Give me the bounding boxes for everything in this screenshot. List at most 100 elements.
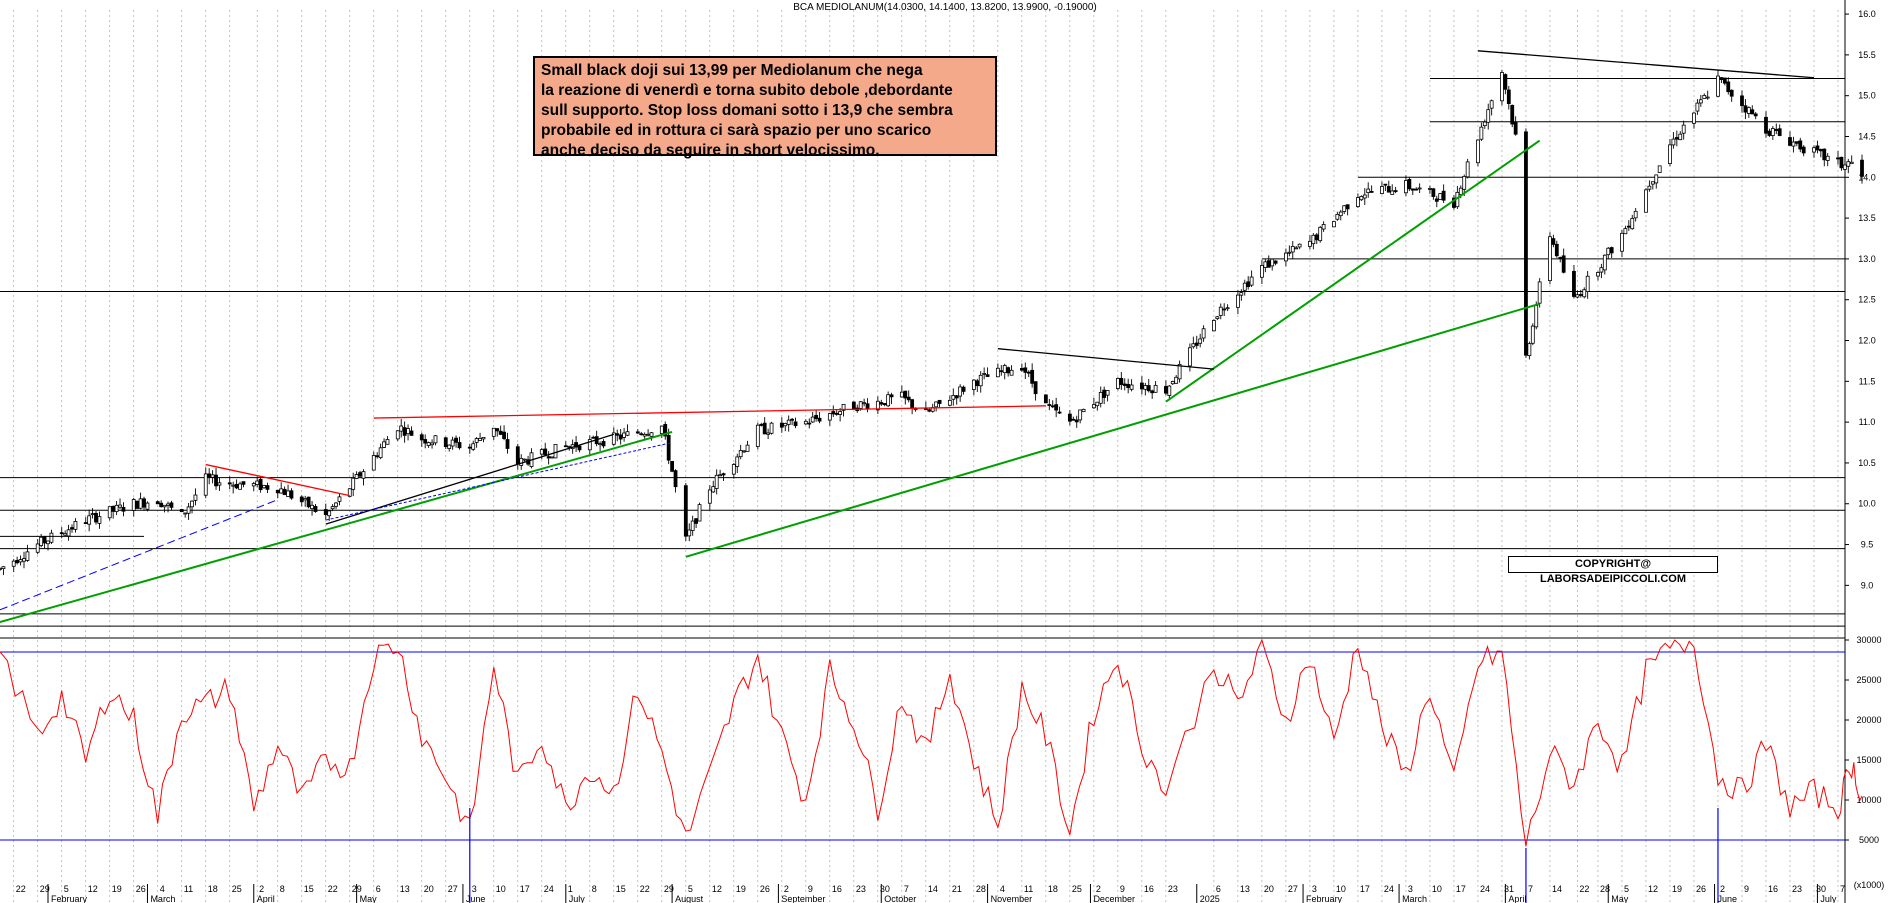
candle-body	[1596, 272, 1600, 277]
candle-body	[169, 502, 174, 508]
candle-body	[1777, 128, 1782, 136]
day-tick-label: 14	[1552, 884, 1562, 894]
candle-body	[142, 498, 146, 508]
candle-body	[186, 506, 191, 514]
candle-body	[351, 477, 356, 490]
candle-body	[1705, 96, 1710, 99]
candle-body	[262, 485, 266, 489]
day-tick-label: 26	[1696, 884, 1706, 894]
candle-body	[1654, 174, 1659, 184]
candle-body	[615, 433, 620, 436]
candle-body	[779, 422, 784, 428]
candle-body	[371, 455, 376, 471]
candle-body	[35, 543, 40, 553]
candle-body	[1839, 156, 1844, 169]
candle-body	[505, 439, 510, 449]
day-tick-label: 24	[544, 884, 554, 894]
candle-body	[481, 437, 486, 440]
candle-body	[450, 439, 455, 447]
candle-body	[1527, 343, 1532, 357]
candle-body	[539, 449, 544, 455]
trendline	[373, 405, 1046, 419]
candle-body	[1716, 75, 1720, 97]
candle-body	[426, 442, 431, 446]
candle-body	[1462, 176, 1467, 190]
candle-body	[697, 504, 702, 522]
candle-body	[1815, 145, 1820, 151]
candle-body	[899, 391, 904, 398]
day-tick-label: 16	[1144, 884, 1154, 894]
candle-body	[1362, 194, 1367, 199]
candle-body	[769, 422, 774, 434]
candle-body	[1297, 243, 1302, 248]
price-tick-label: 16.0	[1858, 9, 1876, 19]
candle-body	[361, 471, 366, 479]
candle-body	[786, 419, 791, 425]
candle-body	[443, 437, 448, 448]
candle-body	[1572, 270, 1576, 297]
price-tick-label: 12.0	[1858, 336, 1876, 346]
candle-body	[1548, 236, 1552, 281]
candle-body	[642, 433, 647, 437]
candle-body	[1746, 107, 1751, 114]
candle-body	[1033, 381, 1038, 395]
candle-body	[406, 428, 410, 435]
candle-body	[1774, 128, 1779, 131]
candle-body	[1726, 81, 1731, 93]
candle-body	[358, 472, 362, 477]
candle-body	[1167, 385, 1172, 396]
candle-body	[1383, 183, 1388, 186]
candle-body	[1129, 384, 1134, 390]
candle-body	[721, 473, 726, 476]
dashed-trendline	[0, 499, 278, 611]
day-tick-label: 30	[880, 884, 890, 894]
candle-body	[1650, 181, 1655, 185]
day-tick-label: 10	[496, 884, 506, 894]
day-tick-label: 22	[1579, 884, 1589, 894]
candle-body	[1822, 148, 1827, 161]
candle-body	[659, 425, 664, 434]
day-tick-label: 20	[424, 884, 434, 894]
candle-body	[155, 501, 160, 505]
candle-body	[937, 399, 942, 404]
candle-body	[793, 421, 798, 427]
candle-body	[159, 502, 164, 508]
candle-body	[1225, 307, 1230, 310]
day-tick-label: 2	[1720, 884, 1725, 894]
month-label: May	[360, 894, 378, 903]
candle-body	[1146, 385, 1151, 392]
candle-body	[1465, 161, 1470, 178]
price-tick-label: 11.5	[1859, 376, 1876, 386]
candle-body	[546, 456, 551, 459]
day-tick-label: 3	[472, 884, 477, 894]
candle-body	[1524, 131, 1528, 356]
candle-body	[1102, 389, 1107, 398]
candle-body	[553, 444, 558, 459]
candle-body	[1057, 411, 1062, 414]
candle-body	[1770, 128, 1775, 136]
candle-body	[1692, 112, 1696, 124]
candle-body	[1047, 404, 1052, 406]
day-tick-label: 3	[1408, 884, 1413, 894]
month-label: August	[675, 894, 704, 903]
candle-body	[1681, 124, 1686, 134]
day-tick-label: 30	[1816, 884, 1826, 894]
candle-body	[1431, 188, 1436, 197]
candle-body	[375, 455, 380, 458]
month-label: March	[1402, 894, 1427, 903]
candle-body	[306, 496, 311, 508]
candle-body	[906, 396, 911, 401]
day-tick-label: 22	[328, 884, 338, 894]
candle-body	[1582, 289, 1587, 298]
candle-body	[1510, 104, 1515, 125]
candle-body	[1318, 226, 1323, 242]
day-tick-label: 27	[448, 884, 458, 894]
day-tick-label: 4	[160, 884, 165, 894]
candle-body	[1647, 185, 1652, 190]
note-line: anche deciso da seguire in short velocis…	[541, 142, 880, 159]
day-tick-label: 9	[1120, 884, 1125, 894]
candle-body	[419, 434, 424, 441]
candle-body	[234, 483, 239, 489]
candle-body	[1321, 224, 1326, 230]
month-label: September	[781, 894, 825, 903]
